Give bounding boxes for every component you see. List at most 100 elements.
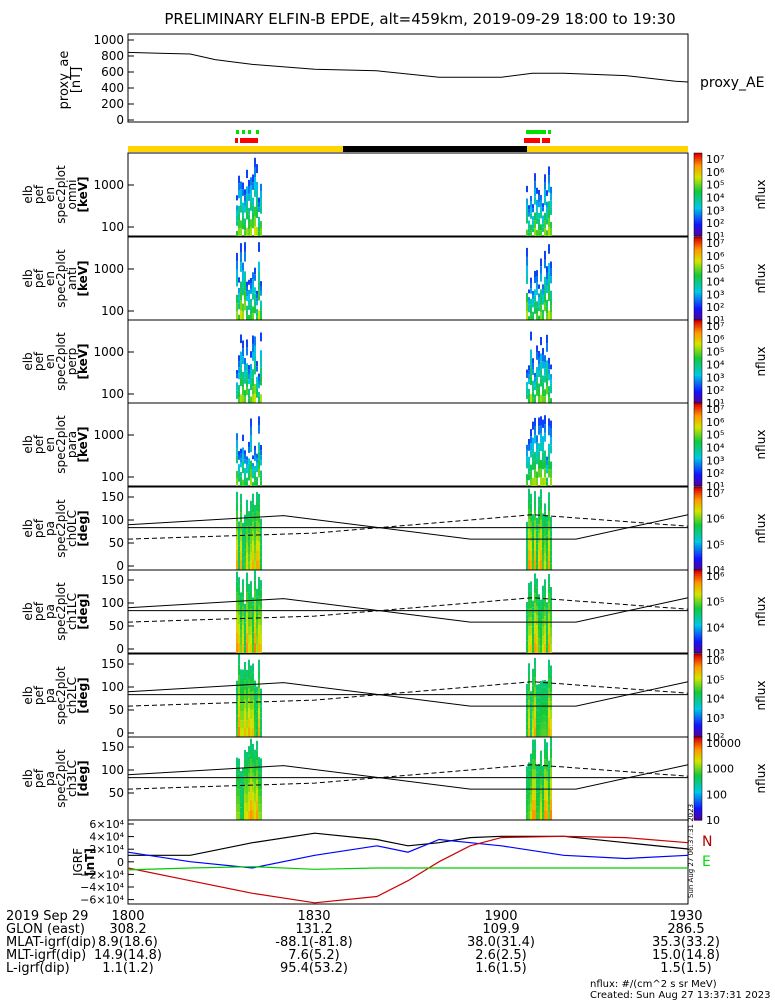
spectrogram-cell [242,768,244,775]
spectrogram-cell [546,614,548,622]
colorbar-swatch [694,774,702,778]
spectrogram-cell [236,205,238,211]
spectrogram-cell [526,185,528,193]
colorbar-tick-label: 10⁴ [706,442,725,455]
colorbar-swatch [694,299,702,302]
spectrogram-cell [244,364,246,371]
spectrogram-cell [534,687,536,698]
colorbar-swatch [694,586,702,590]
colorbar-swatch [694,732,702,736]
spectrogram-cell [546,273,548,280]
ytick-label: 150 [101,573,124,587]
colorbar-tick-label: 10⁶ [706,416,725,429]
spectrogram-cell [244,680,246,691]
spectrogram-cell [530,803,532,812]
colorbar-swatch [694,361,702,365]
spectrogram-cell [546,781,548,791]
spectrogram-cell [244,477,246,482]
colorbar-swatch [694,776,702,780]
spectrogram-cell [236,632,238,643]
panel-frame [127,569,689,654]
spectrogram-cell [526,710,528,718]
spectrogram-cell [550,523,552,531]
spectrogram-cell [238,527,240,534]
colorbar-swatch [694,239,702,242]
spectrogram-cell [250,370,252,378]
anti-loss-cone-line [127,597,689,623]
colorbar-swatch [694,501,702,505]
spectrogram-cell [254,481,256,486]
spectrogram-cell [546,752,548,762]
colorbar-swatch [694,516,702,519]
spectrogram-cell [254,187,256,197]
colorbar-swatch [694,313,702,317]
spectrogram-cell [246,469,248,474]
colorbar-tick-label: 10⁶ [706,166,725,179]
spectrogram-cell [530,531,532,542]
colorbar-swatch [694,371,702,375]
spectrogram-cell [238,298,240,304]
spectrogram-cell [544,415,546,424]
spectrogram-cell [246,339,248,348]
spectrogram-cell [244,793,246,803]
spectrogram-cell [530,719,532,726]
spectrogram-cell [542,627,544,637]
panel-ylabel-line: pef [32,434,46,454]
panel-ylabel-line: pef [32,351,46,371]
spectrogram-cell [534,583,536,594]
spectrogram-cell [242,787,244,795]
spectrogram-cell [260,518,262,526]
spectrogram-cell [544,424,546,433]
spectrogram-cell [258,197,260,203]
colorbar-swatch [694,209,702,212]
panel-ylabel-line: [deg] [76,593,90,629]
spectrogram-cell [244,206,246,213]
colorbar-swatch [694,253,702,257]
colorbar-swatch [694,644,702,648]
spectrogram-cell [242,311,244,320]
spectrogram-cell [546,230,548,236]
spectrogram-cell [538,351,540,358]
colorbar-swatch [694,689,702,692]
spectrogram-cell [246,281,248,287]
spectrogram-cell [542,396,544,403]
colorbar-swatch [694,640,702,644]
colorbar-swatch [694,405,702,408]
colorbar-swatch [694,722,702,726]
spectrogram-cell [258,577,260,587]
spectrogram-cell [240,541,242,551]
spectrogram-cell [252,212,254,221]
spectrogram-cell [550,298,552,306]
ytick-label: 50 [109,786,124,800]
colorbar-swatch [694,204,702,208]
spectrogram-cell [250,748,252,760]
spectrogram-cell [538,195,540,202]
spectrogram-cell [542,527,544,535]
colorbar-tick-label: 10⁴ [706,621,725,634]
colorbar-swatch [694,173,702,177]
spectrogram-cell [250,665,252,675]
spectrogram-cell [542,562,544,570]
spectrogram-cell [260,634,262,644]
spectrogram-cell [246,508,248,518]
spectrogram-cell [532,626,534,634]
spectrogram-cell [256,298,258,302]
spectrogram-cell [544,477,546,486]
spectrogram-cell [544,588,546,598]
colorbar-swatch [694,421,702,425]
panel-frame [127,486,689,571]
colorbar-swatch [694,605,702,608]
spectrogram-cell [248,469,250,475]
spectrogram-cell [258,757,260,765]
spectrogram-cell [248,475,250,481]
spectrogram-cell [240,630,242,638]
panel-ylabel-line: perp [65,348,79,376]
spectrogram-cell [250,635,252,644]
spectrogram-cell [546,742,548,752]
spectrogram-cell [260,198,262,207]
spectrogram-cell [540,539,542,550]
spectrogram-cell [246,612,248,623]
colorbar-swatch [694,636,702,640]
spectrogram-cell [550,719,552,728]
spectrogram-cell [550,290,552,298]
